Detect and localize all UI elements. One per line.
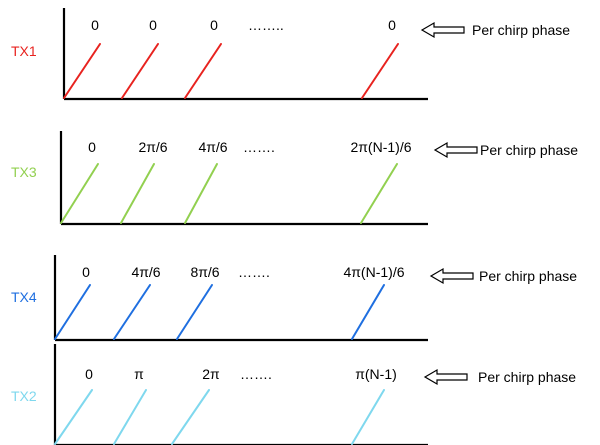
chirp-ramp	[171, 389, 210, 445]
panel-tx3: TX3 0 2π/6 4π/6 ……. 2π(N-1)/6 Per chirp phase	[11, 131, 578, 226]
phase-label: 0	[82, 264, 90, 280]
chirp-ramp	[351, 389, 385, 445]
chirp-ramp	[120, 163, 155, 224]
phase-label: 0	[388, 17, 396, 33]
tx-label-tx1: TX1	[11, 43, 37, 59]
left-arrow-icon	[420, 21, 465, 39]
chirp-ramp	[360, 163, 398, 224]
phase-label: 2π(N-1)/6	[350, 139, 411, 155]
phase-label: π(N-1)	[355, 366, 397, 382]
phase-label: 8π/6	[190, 264, 219, 280]
phase-label: 2π/6	[138, 139, 167, 155]
phase-ellipsis: …….	[243, 139, 275, 155]
phase-ellipsis: …….	[240, 366, 272, 382]
chirp-ramp	[54, 389, 93, 445]
chirp-ramp	[121, 43, 159, 99]
phase-ellipsis: ……..	[248, 17, 284, 33]
left-arrow-icon	[429, 267, 474, 285]
panel-tx1: TX1 0 0 0 …….. 0 Per chirp phase	[11, 8, 570, 101]
phase-label: π	[134, 366, 144, 382]
phase-label: 2π	[202, 366, 220, 382]
phase-label: 0	[85, 366, 93, 382]
phase-label: 0	[210, 17, 218, 33]
chirp-ramp	[113, 389, 147, 445]
chirp-ramp	[176, 284, 213, 340]
chirp-ramp	[184, 163, 218, 224]
phase-ellipsis: …….	[238, 264, 270, 280]
phase-label: 4π(N-1)/6	[343, 264, 404, 280]
per-chirp-phase-label: Per chirp phase	[472, 22, 570, 38]
per-chirp-phase-label: Per chirp phase	[478, 369, 576, 385]
chirp-ramp	[361, 43, 399, 99]
per-chirp-phase-label: Per chirp phase	[480, 142, 578, 158]
per-chirp-phase-label: Per chirp phase	[479, 268, 577, 284]
chirp-ramp	[63, 43, 101, 99]
chirp-ramp	[54, 284, 91, 340]
phase-label: 0	[91, 17, 99, 33]
tx-label-tx4: TX4	[11, 289, 37, 305]
chirp-ramp	[60, 163, 99, 224]
left-arrow-icon	[433, 141, 478, 159]
panel-tx2: TX2 0 π 2π ……. π(N-1) Per chirp phase	[11, 344, 576, 445]
tx-label-tx3: TX3	[11, 164, 37, 180]
chirp-ramp	[184, 43, 222, 99]
panel-tx4: TX4 0 4π/6 8π/6 ……. 4π(N-1)/6 Per chirp phase	[11, 255, 577, 342]
phase-label: 0	[88, 139, 96, 155]
chirp-ramp	[351, 284, 385, 340]
phase-label: 4π/6	[198, 139, 227, 155]
left-arrow-icon	[423, 368, 468, 386]
phase-label: 4π/6	[131, 264, 160, 280]
chirp-ramp	[113, 284, 151, 340]
tx-label-tx2: TX2	[11, 388, 37, 404]
phase-label: 0	[149, 17, 157, 33]
